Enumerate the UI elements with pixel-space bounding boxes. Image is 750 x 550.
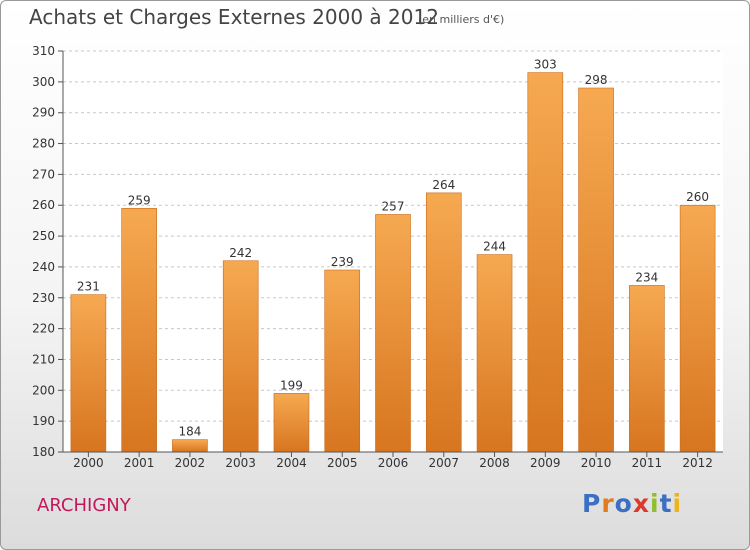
- y-tick-label: 270: [32, 167, 55, 181]
- x-tick-label-2005: 2005: [327, 456, 358, 470]
- bar-2008: [476, 254, 513, 453]
- bar-2003: [222, 260, 259, 453]
- bars: 231 259 184 242 199 239 257 264 244 303 298 234 260: [70, 58, 716, 453]
- x-tick-label-2011: 2011: [632, 456, 663, 470]
- data-label-2006: 257: [382, 199, 405, 213]
- x-tick-label-2001: 2001: [124, 456, 155, 470]
- y-tick-label: 190: [32, 414, 55, 428]
- y-tick-label: 230: [32, 291, 55, 305]
- data-label-2011: 234: [635, 270, 658, 284]
- y-tick-label: 180: [32, 445, 55, 459]
- bar-2011: [629, 285, 665, 453]
- bar-2010: [578, 87, 614, 453]
- x-tick-label-2004: 2004: [276, 456, 307, 470]
- y-tick-label: 280: [32, 137, 55, 151]
- bar-2001: [121, 208, 157, 453]
- x-tick-label-2002: 2002: [175, 456, 206, 470]
- commune-name: ARCHIGNY: [37, 495, 131, 516]
- logo-letter: o: [614, 489, 633, 518]
- x-tick-label-2012: 2012: [682, 456, 713, 470]
- chart-title: Achats et Charges Externes 2000 à 2012: [29, 5, 439, 29]
- data-label-2000: 231: [77, 280, 100, 294]
- y-tick-label: 210: [32, 352, 55, 366]
- x-tick-label-2003: 2003: [225, 456, 256, 470]
- data-label-2005: 239: [331, 255, 354, 269]
- data-label-2004: 199: [280, 378, 303, 392]
- y-tick-label: 250: [32, 229, 55, 243]
- logo-letter: P: [582, 489, 602, 518]
- bar-2002: [172, 439, 208, 453]
- y-tick-label: 290: [32, 106, 55, 120]
- data-label-2007: 264: [432, 178, 455, 192]
- bar-2012: [679, 204, 716, 453]
- y-tick-label: 220: [32, 322, 55, 336]
- x-tick-label-2006: 2006: [378, 456, 409, 470]
- data-label-2010: 298: [585, 73, 608, 87]
- data-label-2003: 242: [229, 246, 252, 260]
- logo-letter: i: [672, 489, 683, 518]
- proxiti-logo: Proxiti: [582, 489, 682, 518]
- y-tick-label: 300: [32, 75, 55, 89]
- x-tick-label-2008: 2008: [479, 456, 510, 470]
- data-label-2001: 259: [128, 193, 151, 207]
- data-label-2008: 244: [483, 240, 506, 254]
- data-label-2002: 184: [178, 425, 201, 439]
- data-label-2009: 303: [534, 58, 557, 72]
- logo-letter: x: [632, 489, 650, 518]
- bar-2007: [425, 192, 462, 453]
- logo-letter: r: [601, 489, 615, 518]
- y-tick-label: 260: [32, 198, 55, 212]
- logo-letter: i: [650, 489, 660, 518]
- bar-2009: [527, 72, 564, 453]
- logo-letter: t: [659, 489, 673, 518]
- y-tick-label: 200: [32, 383, 55, 397]
- chart-subtitle: (en milliers d'€): [418, 13, 505, 26]
- x-tick-label-2010: 2010: [581, 456, 612, 470]
- x-tick-label-2007: 2007: [428, 456, 459, 470]
- bar-2006: [375, 214, 411, 453]
- data-label-2012: 260: [686, 190, 709, 204]
- x-tick-label-2009: 2009: [530, 456, 561, 470]
- bar-2000: [70, 294, 107, 453]
- y-tick-label: 310: [32, 44, 55, 58]
- bar-2005: [324, 269, 361, 453]
- bar-2004: [273, 393, 310, 453]
- x-tick-label-2000: 2000: [73, 456, 104, 470]
- y-tick-label: 240: [32, 260, 55, 274]
- axes: 180 190 200 210 220 230 240 250 260 270 280 290 300 3…: [32, 44, 723, 470]
